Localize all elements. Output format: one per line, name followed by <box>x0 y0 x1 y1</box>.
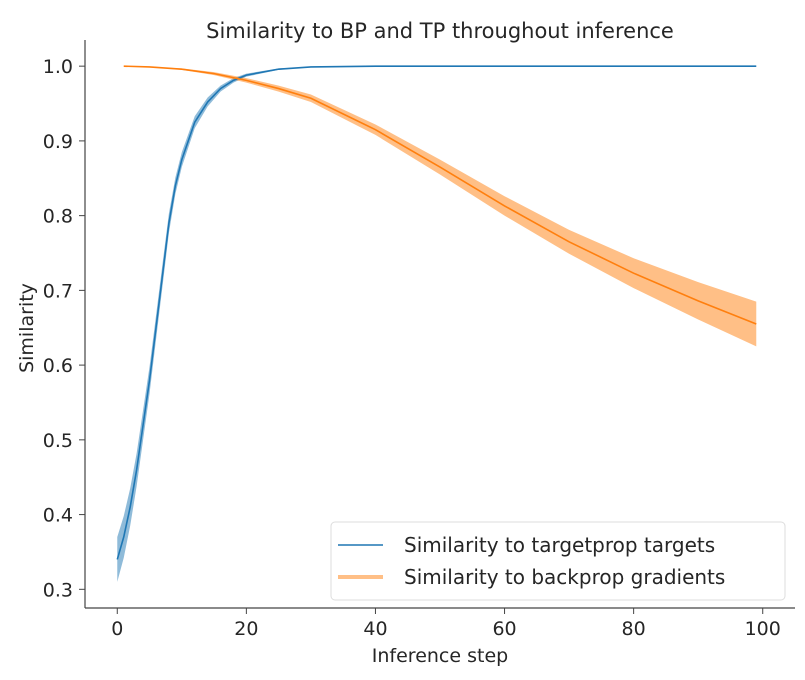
y-axis-label: Similarity <box>16 283 38 373</box>
series-line-1 <box>123 65 757 325</box>
x-axis-label: Inference step <box>372 645 508 667</box>
y-tick-label: 0.8 <box>43 206 73 228</box>
y-tick-label: 0.7 <box>43 280 73 302</box>
legend-label-backprop: Similarity to backprop gradients <box>404 565 725 589</box>
x-tick-label: 40 <box>363 618 387 640</box>
y-tick-label: 0.9 <box>43 131 73 153</box>
x-tick-label: 20 <box>234 618 258 640</box>
x-tick-label: 80 <box>622 618 646 640</box>
y-tick-label: 0.3 <box>43 579 73 601</box>
legend-label-targetprop: Similarity to targetprop targets <box>404 533 715 557</box>
legend-box <box>330 521 786 601</box>
x-tick-label: 100 <box>745 618 781 640</box>
y-tick-label: 0.4 <box>43 505 73 527</box>
x-tick-label: 60 <box>492 618 516 640</box>
series-band-1 <box>123 66 757 347</box>
x-tick-label: 0 <box>111 618 123 640</box>
series-band-0 <box>117 66 757 582</box>
legend: Similarity to targetprop targets Similar… <box>330 521 786 601</box>
y-tick-label: 0.6 <box>43 355 73 377</box>
chart-title: Similarity to BP and TP throughout infer… <box>206 19 674 43</box>
series-line-0 <box>116 65 757 560</box>
y-tick-label: 1.0 <box>43 56 73 78</box>
y-tick-label: 0.5 <box>43 430 73 452</box>
